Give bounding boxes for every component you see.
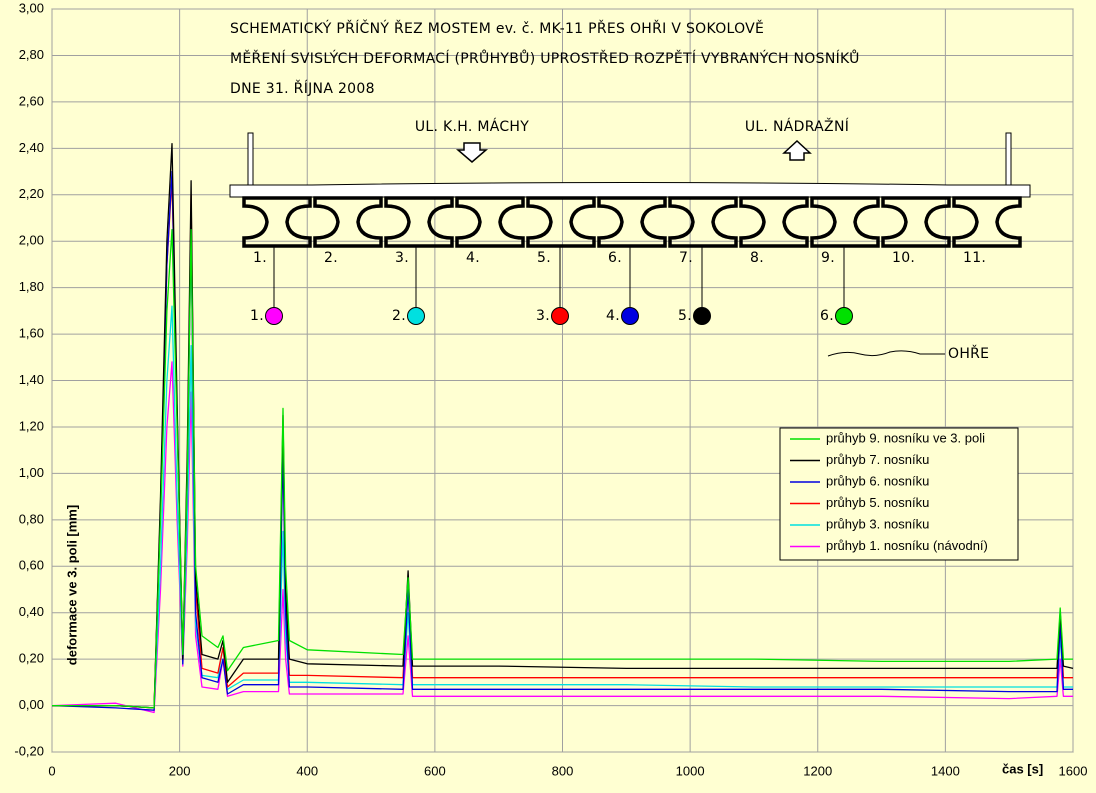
sensor-label: 2. — [392, 308, 406, 324]
y-tick-label: 2,00 — [19, 233, 44, 248]
x-tick-label: 400 — [296, 763, 318, 778]
sensor — [621, 307, 639, 325]
sensor-label: 5. — [678, 308, 692, 324]
series-line — [52, 228, 1073, 709]
x-tick-label: 200 — [169, 763, 191, 778]
sensor-label: 3. — [536, 308, 550, 324]
beam — [881, 196, 951, 248]
beam-number: 4. — [466, 250, 480, 266]
legend-box — [779, 427, 1019, 561]
post — [1005, 132, 1012, 186]
sensor-label: 6. — [820, 308, 834, 324]
beam-number: 9. — [821, 250, 835, 266]
x-tick-label: 1000 — [676, 763, 705, 778]
legend-label: průhyb 7. nosníku — [826, 452, 929, 467]
street-label: UL. K.H. MÁCHY — [415, 118, 529, 135]
y-tick-label: 1,60 — [19, 326, 44, 341]
arrow-up — [782, 139, 812, 161]
arrow-down — [455, 142, 489, 163]
sensor — [835, 307, 853, 325]
y-tick-label: 3,00 — [19, 0, 44, 15]
sensor-label: 1. — [250, 308, 264, 324]
beam-number: 7. — [679, 250, 693, 266]
x-axis-label: čas [s] — [1002, 761, 1043, 776]
beam — [242, 196, 312, 248]
beam-number: 5. — [537, 250, 551, 266]
beam — [739, 196, 809, 248]
title-line: DNE 31. ŘÍJNA 2008 — [230, 80, 375, 97]
sensor — [407, 307, 425, 325]
beam — [668, 196, 738, 248]
title-line: SCHEMATICKÝ PŘÍČNÝ ŘEZ MOSTEM ev. č. MK-… — [230, 19, 764, 37]
sensor-label: 4. — [606, 308, 620, 324]
sensor — [265, 307, 283, 325]
river-label: OHŘE — [948, 345, 989, 362]
sensor — [693, 307, 711, 325]
x-tick-label: 1400 — [931, 763, 960, 778]
y-tick-label: 0,00 — [19, 697, 44, 712]
y-tick-label: 2,20 — [19, 186, 44, 201]
beam — [810, 196, 880, 248]
axes: čas [s] deformace ve 3. poli [mm] -0,20 0… — [14, 0, 1087, 778]
y-tick-label: 2,60 — [19, 93, 44, 108]
beam — [384, 196, 454, 248]
legend-label: průhyb 5. nosníku — [826, 495, 929, 510]
y-tick-label: 0,60 — [19, 558, 44, 573]
y-tick-label: 2,40 — [19, 140, 44, 155]
y-tick-label: 1,20 — [19, 418, 44, 433]
post — [247, 132, 254, 186]
sensor — [551, 307, 569, 325]
legend-label: průhyb 1. nosníku (návodní) — [826, 538, 988, 553]
x-tick-label: 1600 — [1059, 763, 1088, 778]
x-tick-label: 0 — [48, 763, 55, 778]
legend: průhyb 9. nosníku ve 3. poli průhyb 7. no… — [779, 427, 1019, 561]
beam-number: 1. — [253, 250, 267, 266]
grid — [51, 8, 1074, 753]
river-line — [827, 350, 945, 357]
beam — [952, 196, 1022, 248]
y-tick-label: 0,40 — [19, 604, 44, 619]
beam-number: 2. — [324, 250, 338, 266]
y-tick-label: 2,80 — [19, 47, 44, 62]
legend-label: průhyb 3. nosníku — [826, 516, 929, 531]
legend-label: průhyb 9. nosníku ve 3. poli — [826, 430, 985, 445]
y-axis-label: deformace ve 3. poli [mm] — [64, 505, 79, 665]
y-tick-label: 1,80 — [19, 279, 44, 294]
x-tick-label: 1200 — [803, 763, 832, 778]
street-label: UL. NÁDRAŽNÍ — [745, 117, 849, 135]
title-line: MĚŘENÍ SVISLÝCH DEFORMACÍ (PRŮHYBŮ) UPRO… — [230, 49, 860, 67]
beam — [526, 196, 596, 248]
deck — [229, 182, 1031, 198]
y-tick-label: 0,20 — [19, 651, 44, 666]
beam-number: 8. — [750, 250, 764, 266]
beam-number: 3. — [395, 250, 409, 266]
schematic: SCHEMATICKÝ PŘÍČNÝ ŘEZ MOSTEM ev. č. MK-… — [229, 19, 1031, 362]
x-tick-label: 800 — [552, 763, 574, 778]
beam — [313, 196, 383, 248]
lines — [51, 143, 1074, 714]
beam-number: 10. — [892, 250, 915, 266]
y-tick-label: 1,40 — [19, 372, 44, 387]
beam — [597, 196, 667, 248]
y-tick-label: 0,80 — [19, 511, 44, 526]
series-line — [51, 361, 1073, 714]
y-tick-label: -0,20 — [14, 743, 44, 758]
beam — [455, 196, 525, 248]
beam-number: 6. — [608, 250, 622, 266]
beam-number: 11. — [963, 250, 986, 266]
x-tick-label: 600 — [424, 763, 446, 778]
legend-label: průhyb 6. nosníku — [826, 473, 929, 488]
series-line — [52, 143, 1074, 709]
y-tick-label: 1,00 — [19, 465, 44, 480]
